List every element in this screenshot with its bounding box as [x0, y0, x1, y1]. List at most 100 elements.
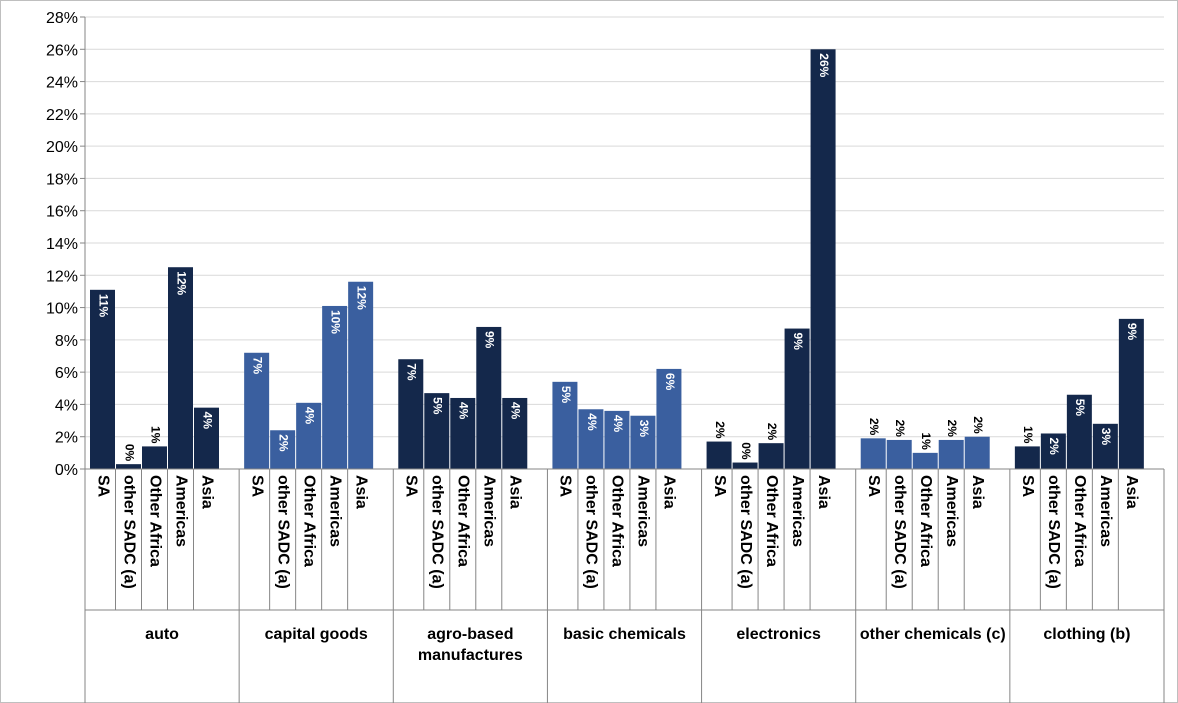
value-label: 4%: [509, 402, 523, 420]
value-label: 4%: [457, 402, 471, 420]
bar: [758, 443, 784, 469]
x-tick-label: other SADC (a): [1045, 475, 1062, 589]
y-tick-label: 14%: [46, 236, 78, 253]
x-tick-label: Americas: [326, 475, 343, 547]
bar: [552, 381, 578, 469]
bar: [348, 281, 374, 469]
x-tick-label: Other Africa: [1071, 475, 1088, 567]
value-label: 2%: [276, 434, 290, 452]
x-tick-label: SA: [1019, 475, 1036, 498]
value-label: 0%: [739, 442, 753, 460]
x-tick-label: Americas: [635, 475, 652, 547]
value-label: 11%: [96, 294, 110, 318]
value-label: 2%: [945, 420, 959, 438]
x-tick-label: Other Africa: [609, 475, 626, 567]
value-label: 7%: [250, 357, 264, 375]
value-label: 3%: [1099, 428, 1113, 446]
x-tick-label: Americas: [481, 475, 498, 547]
bar: [964, 436, 990, 469]
x-tick-label: Other Africa: [455, 475, 472, 567]
x-tick-label: Americas: [789, 475, 806, 547]
value-label: 2%: [713, 421, 727, 439]
x-tick-label: Americas: [172, 475, 189, 547]
x-tick-label: Other Africa: [146, 475, 163, 567]
value-label: 12%: [354, 286, 368, 310]
bar: [1014, 446, 1040, 469]
group-label: other chemicals (c): [859, 626, 1006, 643]
x-tick-label: SA: [865, 475, 882, 498]
y-tick-label: 4%: [55, 397, 78, 414]
x-tick-label: Asia: [1123, 475, 1140, 509]
bar: [938, 439, 964, 469]
value-label: 2%: [971, 416, 985, 434]
bar: [810, 49, 836, 470]
value-label: 4%: [302, 407, 316, 425]
bar: [476, 326, 502, 469]
value-label: 2%: [893, 420, 907, 438]
y-tick-label: 24%: [46, 75, 78, 92]
bar: [116, 464, 141, 469]
bar: [296, 402, 322, 469]
bar: [142, 446, 167, 469]
value-label: 1%: [1021, 426, 1035, 444]
value-label: 9%: [483, 331, 497, 349]
bar: [244, 352, 270, 469]
value-label: 2%: [1047, 437, 1061, 455]
bar: [860, 438, 886, 469]
x-tick-label: SA: [94, 475, 111, 498]
x-tick-label: other SADC (a): [429, 475, 446, 589]
bar: [886, 439, 912, 469]
bar: [1092, 423, 1118, 469]
x-tick-label: Other Africa: [300, 475, 317, 567]
value-label: 26%: [817, 53, 831, 77]
value-label: 12%: [174, 271, 188, 295]
bar: [578, 409, 604, 469]
value-label: 1%: [919, 433, 933, 451]
y-tick-label: 16%: [46, 204, 78, 221]
x-tick-label: other SADC (a): [891, 475, 908, 589]
value-label: 2%: [765, 423, 779, 441]
bar: [90, 289, 115, 469]
group-label: agro-based manufactures: [417, 626, 523, 664]
value-label: 4%: [611, 415, 625, 433]
x-tick-label: other SADC (a): [737, 475, 754, 589]
group-label: auto: [145, 626, 179, 643]
y-tick-label: 20%: [46, 139, 78, 156]
x-tick-label: SA: [557, 475, 574, 498]
value-label: 5%: [559, 386, 573, 404]
bar: [604, 410, 630, 469]
bar: [194, 407, 219, 469]
x-tick-label: Other Africa: [763, 475, 780, 567]
bar: [398, 359, 424, 469]
y-tick-label: 0%: [55, 462, 78, 479]
bar: [322, 305, 348, 469]
bar: [450, 397, 476, 469]
value-label: 2%: [867, 418, 881, 436]
value-label: 5%: [1073, 399, 1087, 417]
value-label: 10%: [328, 310, 342, 334]
x-tick-label: Asia: [198, 475, 215, 509]
bar: [1040, 433, 1066, 469]
bar: [424, 393, 450, 469]
x-tick-label: SA: [403, 475, 420, 498]
value-label: 9%: [1125, 323, 1139, 341]
x-tick-label: Asia: [815, 475, 832, 509]
group-label: capital goods: [264, 626, 368, 643]
y-tick-label: 26%: [46, 42, 78, 59]
bar: [502, 397, 528, 469]
x-tick-label: Asia: [969, 475, 986, 509]
x-tick-label: Americas: [1097, 475, 1114, 547]
value-label: 4%: [200, 412, 214, 430]
bar: [1066, 394, 1092, 469]
y-tick-label: 28%: [46, 10, 78, 27]
bar: [732, 462, 758, 469]
group-label: electronics: [736, 626, 821, 643]
x-tick-label: Americas: [943, 475, 960, 547]
value-label: 0%: [122, 444, 136, 462]
bar: [270, 430, 296, 469]
x-tick-label: other SADC (a): [120, 475, 137, 589]
bar: [784, 328, 810, 469]
bar: [706, 441, 732, 469]
